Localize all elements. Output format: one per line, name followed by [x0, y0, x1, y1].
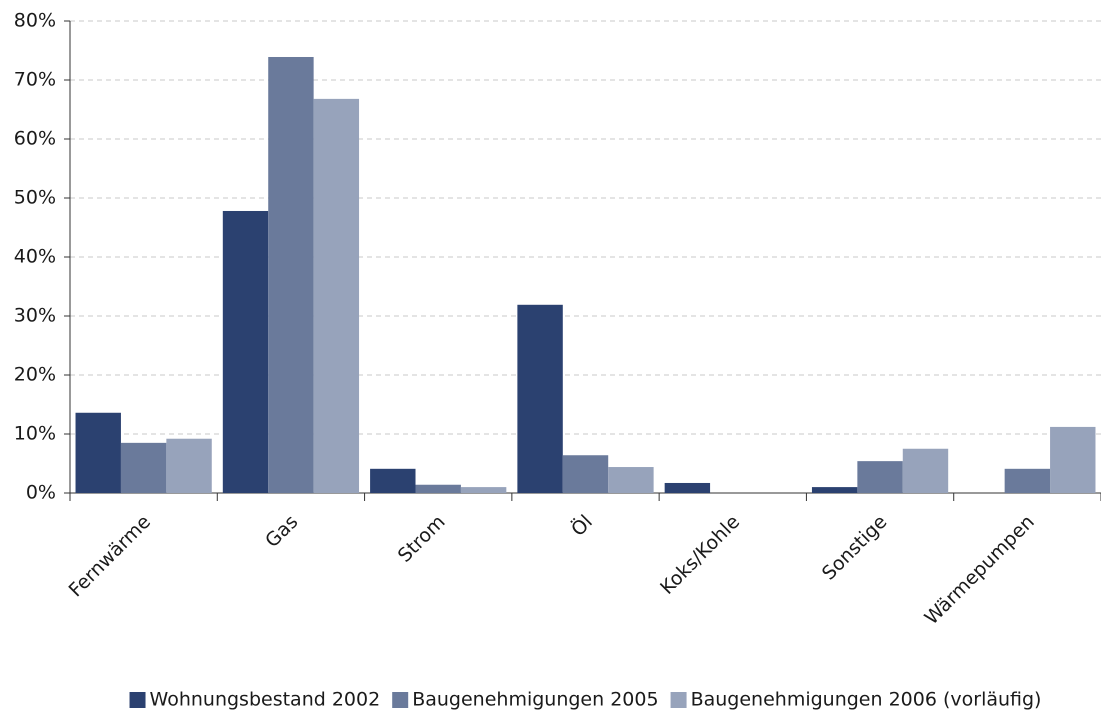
bar — [370, 468, 416, 493]
bar — [562, 455, 609, 493]
bar — [1004, 468, 1051, 493]
bar — [75, 412, 121, 493]
legend-label: Baugenehmigungen 2006 (vorläufig) — [691, 689, 1042, 711]
x-tick-label: Strom — [394, 511, 450, 567]
bar — [460, 487, 507, 493]
legend-swatch — [129, 692, 146, 708]
bar — [902, 448, 949, 493]
legend-label: Wohnungsbestand 2002 — [150, 689, 381, 711]
bar — [120, 442, 167, 493]
bar — [608, 467, 654, 493]
x-tick-label: Sonstige — [818, 511, 892, 585]
legend-label: Baugenehmigungen 2005 — [412, 689, 658, 711]
y-tick-label: 40% — [14, 246, 56, 268]
y-tick-label: 20% — [14, 364, 56, 386]
y-tick-label: 60% — [14, 128, 56, 150]
x-tick-label: Öl — [566, 510, 597, 541]
x-tick-label: Gas — [261, 511, 302, 552]
y-tick-label: 70% — [14, 69, 56, 91]
legend-swatch — [670, 692, 687, 708]
bar — [222, 210, 269, 494]
y-tick-label: 0% — [26, 482, 56, 504]
y-tick-label: 50% — [14, 187, 56, 209]
bar — [664, 482, 711, 493]
y-tick-label: 10% — [14, 423, 56, 445]
x-tick-label: Koks/Kohle — [656, 511, 744, 599]
bar — [313, 98, 360, 493]
legend: Wohnungsbestand 2002 Baugenehmigungen 200… — [129, 689, 1042, 711]
bar — [415, 484, 461, 493]
bar — [268, 56, 314, 494]
bar — [517, 304, 563, 493]
legend-swatch — [392, 692, 409, 708]
bar — [857, 461, 903, 493]
bar — [166, 438, 212, 493]
x-tick-label: Wärmepumpen — [920, 511, 1038, 629]
bar — [811, 487, 858, 493]
bar — [1050, 426, 1096, 493]
y-tick-label: 30% — [14, 305, 56, 327]
y-tick-label: 80% — [14, 10, 56, 32]
x-tick-label: Fernwärme — [65, 511, 155, 601]
